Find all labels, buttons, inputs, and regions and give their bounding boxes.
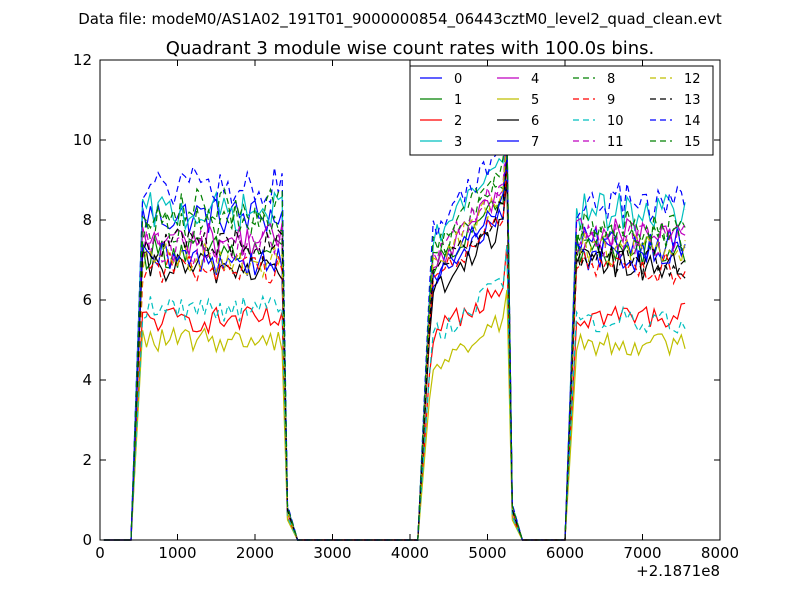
y-tick-label: 2 (82, 451, 92, 469)
legend-label-10: 10 (607, 114, 624, 129)
legend-label-9: 9 (607, 93, 615, 108)
x-tick-label: 4000 (391, 544, 429, 562)
legend-label-5: 5 (531, 93, 539, 108)
series-line-14 (103, 127, 686, 541)
x-tick-label: 5000 (468, 544, 506, 562)
series-line-12 (103, 139, 686, 541)
series-line-3 (103, 127, 686, 541)
series-line-4 (103, 139, 686, 541)
legend-label-14: 14 (684, 114, 701, 129)
plot-frame (99, 59, 721, 541)
legend-label-6: 6 (531, 114, 539, 129)
legend-label-15: 15 (684, 135, 701, 150)
series-line-5 (103, 289, 686, 541)
y-tick-label: 4 (82, 371, 92, 389)
y-tick-label: 0 (82, 531, 92, 549)
x-tick-label: 7000 (623, 544, 661, 562)
x-offset-label: +2.1871e8 (636, 562, 720, 580)
x-tick-label: 1000 (158, 544, 196, 562)
legend-label-7: 7 (531, 135, 539, 150)
legend-label-3: 3 (454, 135, 462, 150)
legend-label-2: 2 (454, 114, 462, 129)
legend-label-4: 4 (531, 72, 539, 87)
legend-label-8: 8 (607, 72, 615, 87)
series-line-15 (103, 127, 686, 541)
x-tick-label: 2000 (236, 544, 274, 562)
series-line-6 (103, 179, 686, 541)
legend-label-0: 0 (454, 72, 462, 87)
legend-label-12: 12 (684, 72, 701, 87)
legend-box (409, 65, 714, 156)
y-tick-label: 8 (82, 211, 92, 229)
y-tick-label: 6 (82, 291, 92, 309)
legend-label-1: 1 (454, 93, 462, 108)
y-tick-label: 12 (73, 51, 92, 69)
x-tick-label: 8000 (701, 544, 739, 562)
x-tick-label: 6000 (546, 544, 584, 562)
chart-title: Quadrant 3 module wise count rates with … (166, 38, 655, 59)
series-line-8 (103, 127, 686, 541)
series-line-7 (103, 154, 686, 541)
legend-label-11: 11 (607, 135, 624, 150)
series-line-2 (103, 244, 686, 541)
series-line-10 (103, 244, 686, 541)
axis-ticks: 0 1000 2000 3000 4000 5000 6000 7000 80000246810… (73, 51, 739, 562)
series-line-11 (103, 129, 686, 541)
y-tick-label: 10 (73, 131, 92, 149)
x-tick-label: 0 (95, 544, 105, 562)
figure-suptitle: Data file: modeM0/AS1A02_191T01_90000008… (78, 10, 722, 29)
series-layer (103, 127, 686, 541)
legend-label-13: 13 (684, 93, 701, 108)
series-line-9 (103, 164, 686, 541)
x-tick-label: 3000 (313, 544, 351, 562)
series-line-13 (103, 159, 686, 541)
